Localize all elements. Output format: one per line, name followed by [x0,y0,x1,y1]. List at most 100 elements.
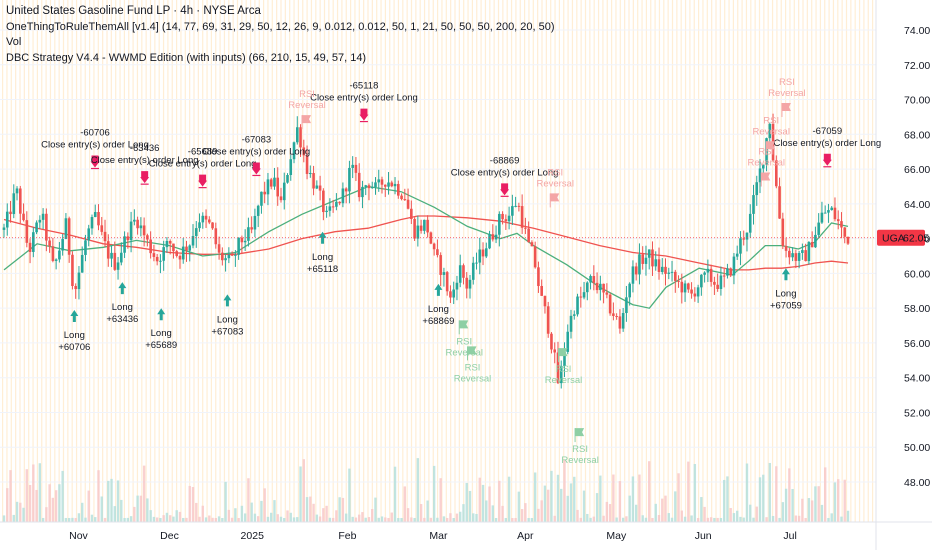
session-band [41,0,43,522]
volume-bar [589,517,592,522]
volume-bar [331,517,335,522]
candle-body [814,234,817,248]
session-band [215,0,217,522]
candle-body [784,245,788,251]
volume-bar [41,517,45,522]
long-arrow-icon [70,309,79,322]
volume-bar [123,517,126,522]
candle-body [370,187,374,189]
close-signal-label: Close entry(s) order Long [91,155,199,166]
volume-bar [432,465,436,522]
rsi-label-line2: Reversal [768,88,806,99]
volume-bar [462,504,465,522]
volume-bar [677,473,680,522]
session-band [480,0,482,522]
volume-bar [126,517,130,522]
candle-body [312,173,315,189]
strategy-signals: Long+60706Long+63436Long+65689Long+67083… [41,81,881,353]
session-band [141,0,143,522]
candle-body [335,201,338,207]
volume-bar [690,515,693,522]
candle-body [696,287,700,297]
long-signal-label: Long [151,328,172,339]
symbol-title[interactable]: United States Gasoline Fund LP · 4h · NY… [6,5,261,17]
volume-bar [778,517,781,522]
long-signal-value: +67083 [211,326,243,337]
session-band [497,0,500,522]
volume-bar [771,515,775,522]
candle-body [211,222,214,229]
candle-body [149,239,152,254]
candle-body [80,254,84,273]
candle-body [586,282,589,293]
close-signal-label: Close entry(s) order Long [149,159,257,170]
close-signal-label: Close entry(s) order Long [310,93,418,104]
volume-bar [680,510,684,522]
session-band [445,0,447,522]
session-band [28,0,30,522]
session-band [693,0,695,522]
indicator-volume[interactable]: Vol [6,36,22,48]
volume-bars [2,458,850,522]
long-arrow-icon [118,282,127,295]
session-band [45,0,47,522]
volume-bar [644,517,648,522]
volume-bar [250,502,253,522]
candle-body [351,164,354,168]
candle-body [677,280,680,282]
volume-bar [693,463,697,522]
session-band [567,0,569,522]
candle-body [700,274,703,288]
long-arrow-icon [157,308,166,321]
candle-body [383,184,387,187]
candle-body [791,253,794,258]
volume-bar [84,517,87,522]
session-band [872,0,874,522]
session-band [793,0,795,522]
price-tick-label: 64.00 [904,199,930,211]
candle-body [227,254,231,259]
long-arrow-icon [781,268,790,281]
rsi-flag-icon [302,115,312,124]
candle-body [318,185,322,191]
candle-body [403,199,407,201]
candle-body [501,213,504,220]
price-tick-label: 58.00 [904,303,930,315]
volume-bar [328,517,332,522]
volume-bar [563,460,566,522]
session-band [154,0,156,522]
session-band [728,0,730,522]
candle-body [305,155,309,174]
volume-bar [533,472,537,522]
session-band [297,0,299,522]
candle-body [247,227,250,241]
volume-bar [540,500,543,522]
session-band [276,0,278,522]
volume-bar [605,501,609,522]
rsi-label-line1: RSI [779,77,795,88]
price-axis[interactable]: 48.0050.0052.0054.0056.0058.0060.0062.00… [875,0,930,550]
candle-body [553,349,557,353]
session-band [389,0,391,522]
rsi-flag-icon [766,141,776,150]
volume-bar [621,517,625,522]
indicator-onething[interactable]: OneThingToRuleThemAll [v1.4] (14, 77, 69… [6,20,555,33]
volume-bar [459,511,462,522]
close-arrow-icon [251,162,261,175]
candle-body [5,211,9,228]
candle-body [48,240,51,247]
volume-bar [348,468,351,522]
candle-body [279,196,283,201]
long-signal-value: +67059 [770,300,802,311]
session-band [628,0,630,522]
indicator-dbc-strategy[interactable]: DBC Strategy V4.4 - WWMD Edition (with i… [6,51,367,64]
session-band [145,0,147,522]
candle-body [827,210,830,213]
time-axis[interactable]: Nov Dec 2025 Feb Mar Apr May Jun Jul [0,521,932,542]
volume-bar [38,463,42,522]
candle-body [250,227,253,230]
volume-bar [2,515,6,522]
candle-body [615,316,618,318]
